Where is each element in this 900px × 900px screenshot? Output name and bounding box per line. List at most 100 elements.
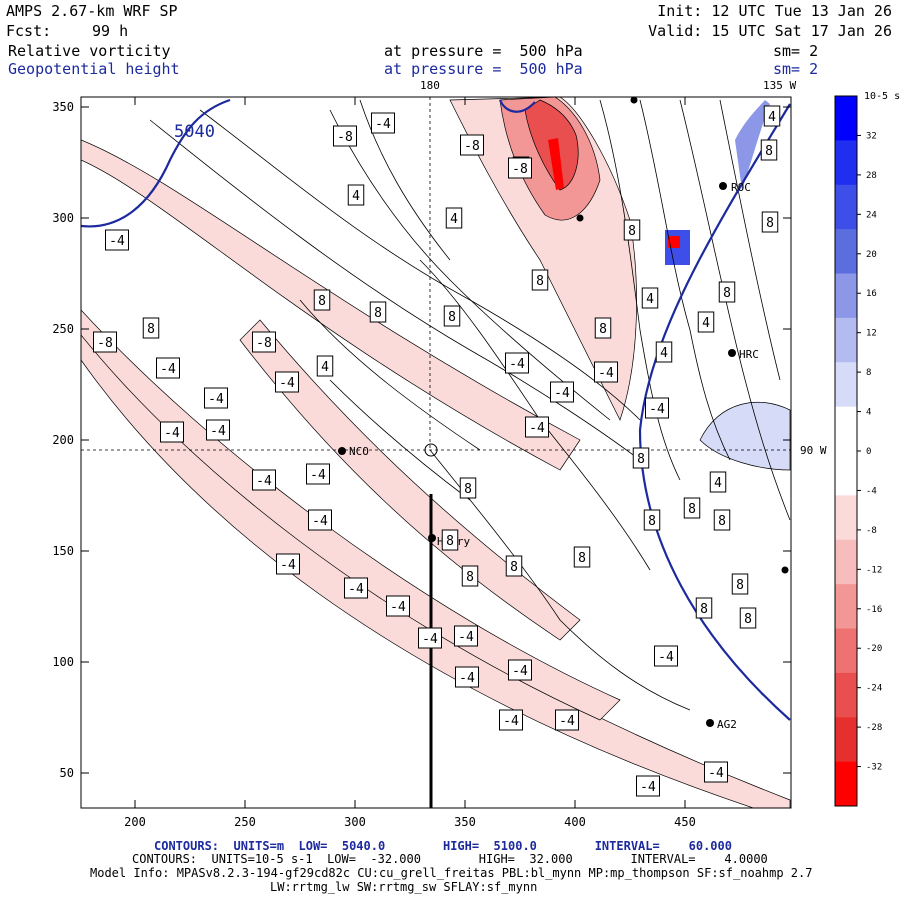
contour-label-box <box>156 357 180 379</box>
pole-marker <box>424 443 438 457</box>
model-title: AMPS 2.67-km WRF SP <box>6 2 178 20</box>
contour-label-box <box>713 509 731 531</box>
colorbar-tick-label: -8 <box>866 526 877 536</box>
contour-label-text: -4 <box>458 630 474 645</box>
footer-model-info: Model Info: MPASv8.2.3-194-gf29cd82c CU:… <box>90 866 813 880</box>
init-time: Init: 12 UTC Tue 13 Jan 26 <box>657 2 892 20</box>
contour-label-text: 8 <box>628 224 636 239</box>
contour-label-box <box>763 105 781 127</box>
colorbar-swatch <box>835 229 857 274</box>
colorbar-tick-label: -24 <box>866 684 882 694</box>
contour-label-box <box>718 281 736 303</box>
contour-label-box <box>347 184 365 206</box>
contour-label-text: 8 <box>374 306 382 321</box>
contour-label-box <box>160 421 184 443</box>
colorbar-swatch <box>835 717 857 763</box>
contour-label-text: -4 <box>164 426 180 441</box>
contour-label-text: 4 <box>450 212 458 227</box>
contour-label-text: -4 <box>160 362 176 377</box>
contour-label-box <box>275 371 299 393</box>
colorbar-swatch <box>835 584 857 629</box>
y-tick-label: 200 <box>52 433 74 447</box>
contour-label-box <box>739 607 757 629</box>
colorbar-tick-label: 0 <box>866 447 871 457</box>
contour-label-text: 8 <box>648 514 656 529</box>
neg-vorticity-core-max <box>548 138 564 190</box>
footer-height-contours: CONTOURS: UNITS=m LOW= 5040.0 HIGH= 5100… <box>154 839 732 853</box>
contour-label-text: -4 <box>509 357 525 372</box>
contour-label-text: 4 <box>768 110 776 125</box>
colorbar-units: 10-5 s-1 <box>864 91 900 102</box>
y-tick-label: 300 <box>52 211 74 225</box>
contour-label-box <box>308 509 332 531</box>
contour-label-box <box>697 311 715 333</box>
colorbar-tick-label: -32 <box>866 763 882 773</box>
contour-label-text: -4 <box>598 366 614 381</box>
x-tick-label: 200 <box>124 815 146 829</box>
contour-label-box <box>443 305 461 327</box>
contour-label-box <box>760 139 778 161</box>
x-axis-ticks: 200 250 300 350 400 450 <box>124 97 696 829</box>
contour-label-text: -4 <box>708 766 724 781</box>
colorbar-tick-label: -28 <box>866 723 882 733</box>
contour-label-text: 4 <box>646 292 654 307</box>
contour-label-box <box>105 229 129 251</box>
neg-vorticity-band-north <box>81 139 581 471</box>
contour-label-text: 8 <box>446 534 454 549</box>
contour-label-text: 8 <box>464 482 472 497</box>
contour-label-text: -4 <box>559 714 575 729</box>
contour-label-box <box>683 497 701 519</box>
contour-label-box <box>594 361 618 383</box>
footer-model-info-2: LW:rrtmg_lw SW:rrtmg_sw SFLAY:sf_mynn <box>270 880 538 894</box>
pos-vorticity-east <box>699 401 791 471</box>
pos-vorticity-streak <box>735 100 770 190</box>
x-tick-label: 250 <box>234 815 256 829</box>
contour-label-box <box>641 287 659 309</box>
contour-label-box <box>252 469 276 491</box>
contour-label-text: 8 <box>448 310 456 325</box>
contour-label-box <box>505 555 523 577</box>
colorbar-tick-label: 12 <box>866 329 877 339</box>
contour-label-text: 8 <box>599 322 607 337</box>
height-label-5040: 5040 <box>174 122 215 142</box>
colorbar-swatch <box>835 362 857 408</box>
contour-label-text: -4 <box>390 600 406 615</box>
contour-label-box <box>333 125 357 147</box>
contour-label-box <box>142 317 160 339</box>
contour-label-box <box>531 269 549 291</box>
contour-label-box <box>525 416 549 438</box>
contour-label-text: -8 <box>464 139 480 154</box>
contour-label-text: 4 <box>702 316 710 331</box>
contour-label-text: 4 <box>352 189 360 204</box>
contour-label-text: -8 <box>337 130 353 145</box>
contour-label-text: -4 <box>310 468 326 483</box>
contour-label-box <box>252 331 276 353</box>
y-tick-label: 350 <box>52 100 74 114</box>
contour-label-box <box>454 625 478 647</box>
colorbar-tick-label: 28 <box>866 171 877 181</box>
colorbar-swatch <box>835 273 857 319</box>
contour-label-text: -4 <box>280 558 296 573</box>
height-contour-north-loop <box>498 99 536 113</box>
x-tick-label: 350 <box>454 815 476 829</box>
contour-label-box <box>761 211 779 233</box>
contour-label-text: -4 <box>503 714 519 729</box>
y-tick-label: 100 <box>52 655 74 669</box>
contour-label-text: -8 <box>256 336 272 351</box>
colorbar-tick-label: -12 <box>866 565 882 575</box>
contour-label-text: 8 <box>510 560 518 575</box>
contour-label-box <box>654 645 678 667</box>
contour-label-text: 8 <box>688 502 696 517</box>
station-hrc-label: HRC <box>739 348 759 361</box>
contour-label-box <box>459 477 477 499</box>
contour-label-box <box>508 659 532 681</box>
contour-label-text: -4 <box>256 474 272 489</box>
colorbar-tick-label: 24 <box>866 210 877 220</box>
colorbar-tick-label: 20 <box>866 250 877 260</box>
plot-frame <box>80 96 792 809</box>
contour-labels: -8 -4 -8 4 -4 4 4 8 8 -8 -8 8 8 8 8 8 4 -4 -4 -4 -4 -4 4 -4 -4 -4… <box>93 105 781 797</box>
contour-label-text: -4 <box>459 671 475 686</box>
contour-label-box <box>623 219 641 241</box>
colorbar-tick-label: 4 <box>866 408 871 418</box>
contour-label-box <box>508 157 532 179</box>
